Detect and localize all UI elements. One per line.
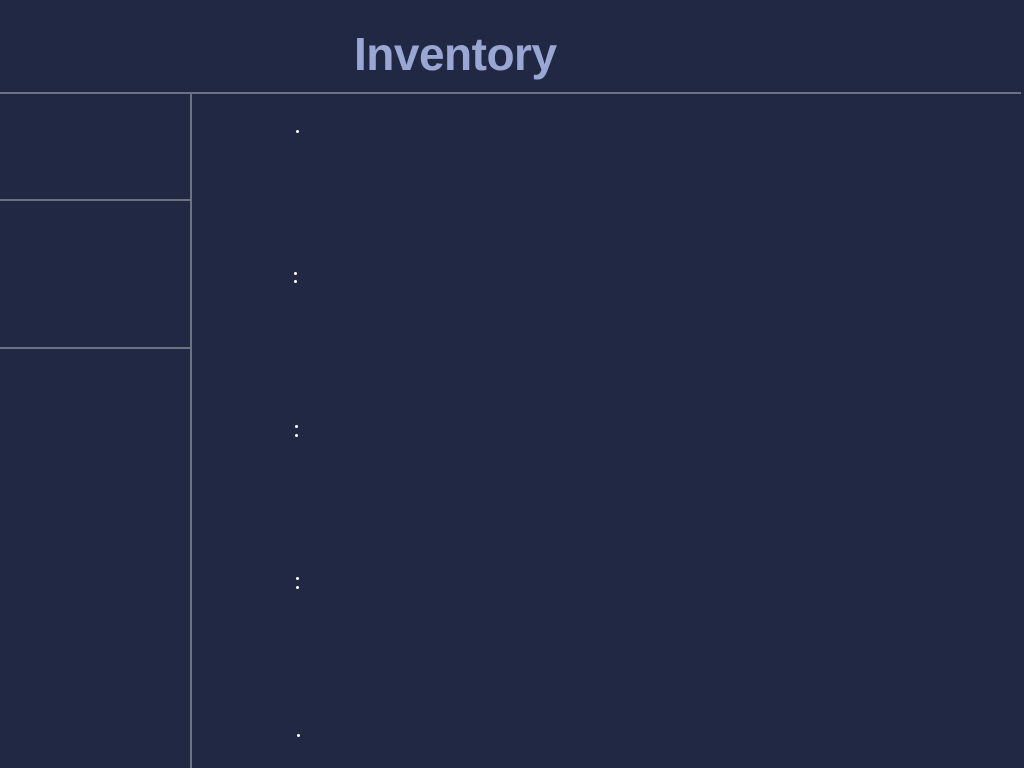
double-dot-icon [294,272,297,275]
single-dot-icon [296,130,299,133]
list-item[interactable] [292,732,304,752]
sidebar-panel-2[interactable] [0,201,190,349]
sidebar-panel-1[interactable] [0,94,190,201]
list-item[interactable] [292,576,304,596]
double-dot-icon [294,280,297,283]
double-dot-icon [295,425,298,428]
header-divider [0,92,1021,94]
double-dot-icon [295,434,298,437]
main-content [192,94,1024,768]
list-item[interactable] [292,128,304,148]
double-dot-icon [296,577,299,580]
double-dot-icon [296,586,299,589]
list-item[interactable] [292,424,304,444]
list-item[interactable] [292,270,304,290]
single-dot-icon [297,734,300,737]
sidebar [0,94,190,768]
page-title: Inventory [354,28,557,80]
sidebar-divider [190,94,192,768]
header: Inventory [0,0,1024,92]
